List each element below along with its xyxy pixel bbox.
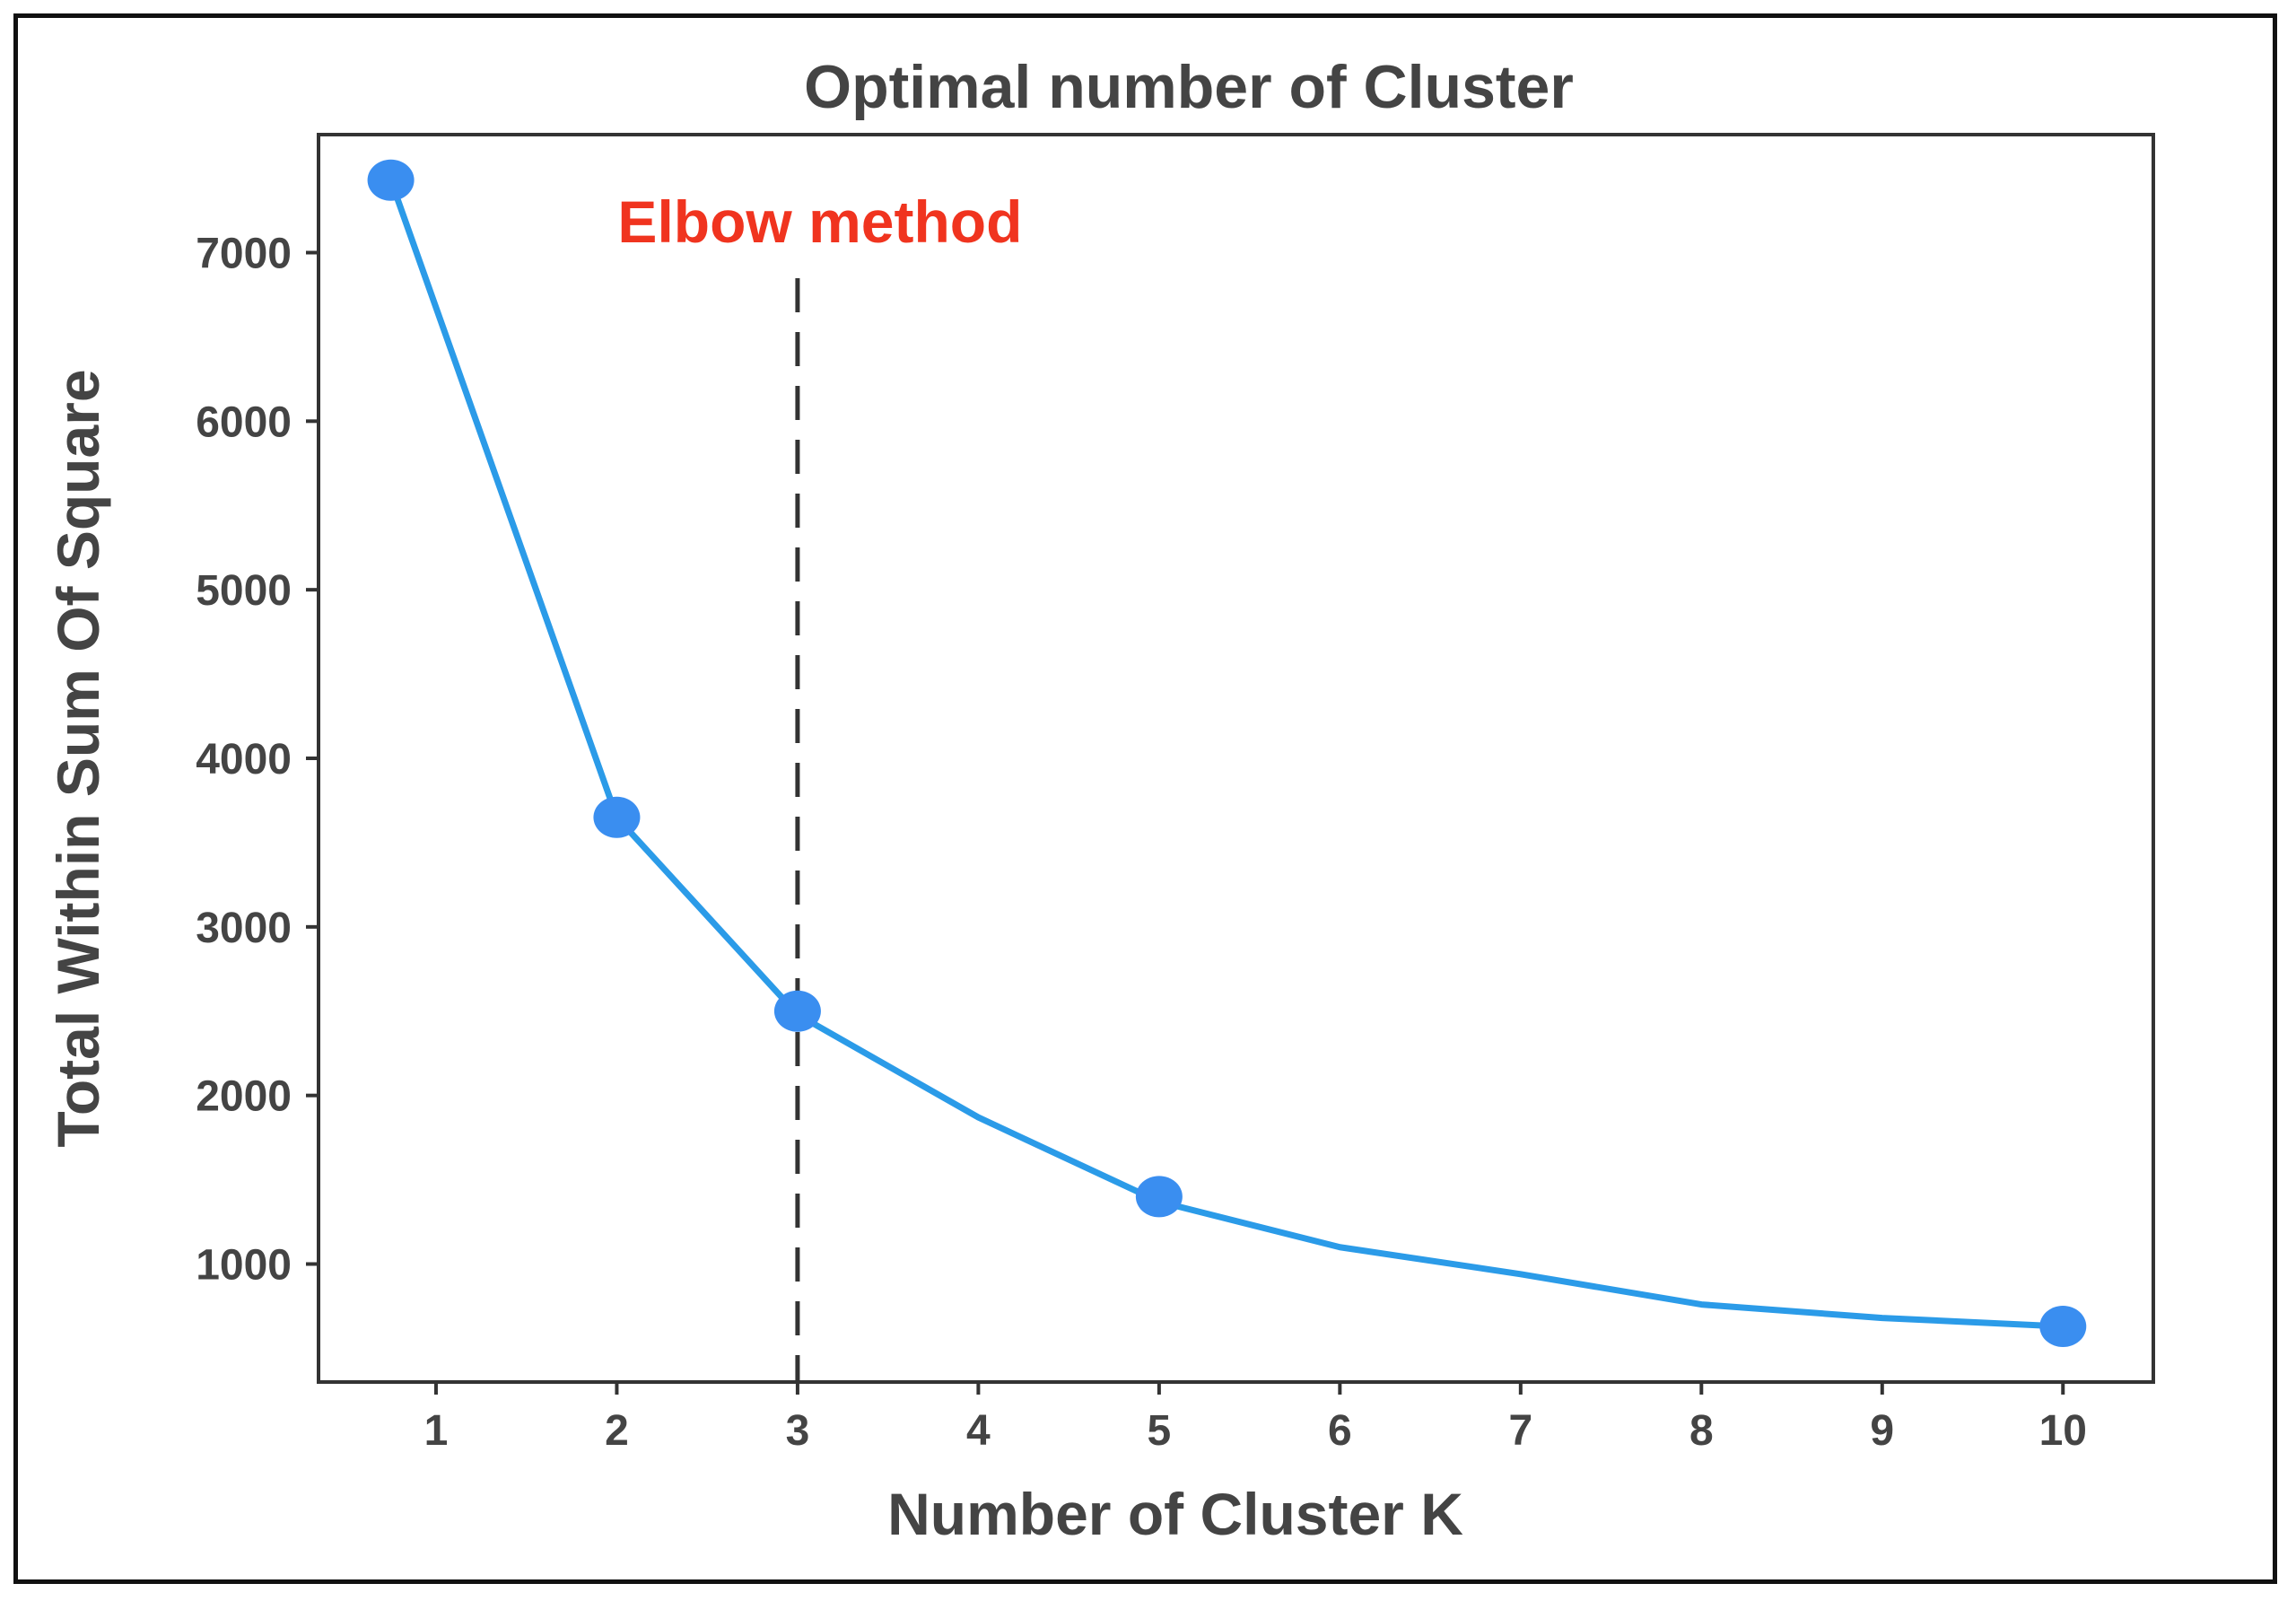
y-tick-label: 1000 (196, 1242, 292, 1290)
x-tick-label: 1 (424, 1407, 449, 1455)
x-axis-ticks: 1 2 3 4 5 6 7 8 9 10 (424, 1382, 2087, 1455)
x-tick-label: 2 (605, 1407, 629, 1455)
y-axis-ticks: 1000 2000 3000 4000 5000 6000 7000 (196, 230, 319, 1290)
series-line (388, 179, 2064, 1330)
y-tick-label: 6000 (196, 398, 292, 446)
x-tick-label: 3 (786, 1407, 810, 1455)
y-tick-label: 4000 (196, 736, 292, 783)
x-tick-label: 9 (1870, 1407, 1894, 1455)
y-tick-label: 7000 (196, 230, 292, 277)
elbow-chart: Optimal number of Cluster 1000 2000 3000 40… (45, 53, 2155, 1547)
data-point-marker (1135, 1176, 1183, 1218)
series-markers (367, 159, 2087, 1348)
elbow-annotation: Elbow method (617, 188, 1022, 255)
y-tick-label: 5000 (196, 567, 292, 615)
data-point-marker (2039, 1306, 2087, 1348)
data-point-marker (773, 990, 821, 1032)
data-point-marker (593, 796, 641, 838)
y-axis-title: Total Within Sum Of Square (45, 369, 111, 1147)
x-tick-label: 7 (1508, 1407, 1532, 1455)
x-tick-label: 10 (2039, 1407, 2087, 1455)
x-tick-label: 4 (966, 1407, 991, 1455)
chart-title: Optimal number of Cluster (804, 53, 1574, 121)
y-tick-label: 2000 (196, 1073, 292, 1121)
x-tick-label: 5 (1148, 1407, 1172, 1455)
plot-area (317, 133, 2155, 1384)
x-tick-label: 8 (1689, 1407, 1714, 1455)
data-point-marker (367, 159, 415, 201)
x-tick-label: 6 (1328, 1407, 1352, 1455)
chart-frame: Optimal number of Cluster 1000 2000 3000 40… (13, 13, 2277, 1584)
x-axis-title: Number of Cluster K (887, 1481, 1463, 1547)
y-tick-label: 3000 (196, 905, 292, 952)
